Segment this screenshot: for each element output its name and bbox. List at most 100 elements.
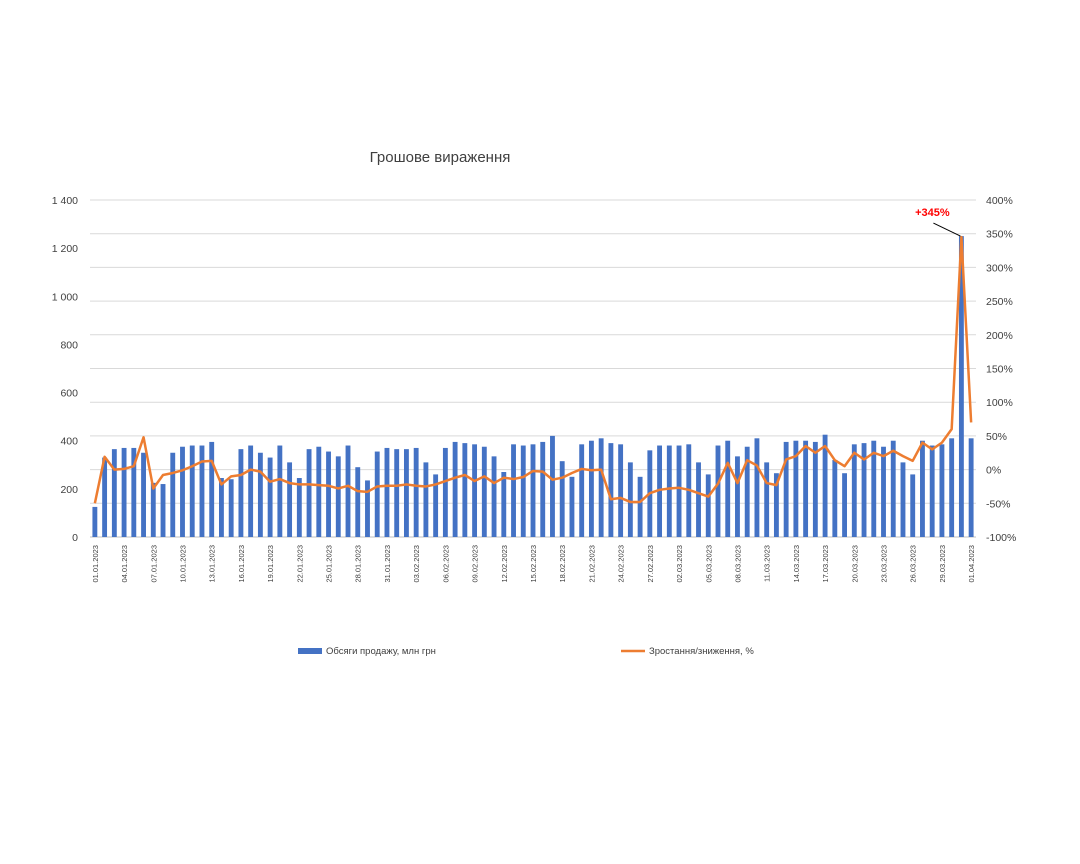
y2-tick-label: 400% <box>986 195 1013 207</box>
bar <box>326 451 331 537</box>
bar <box>170 452 176 537</box>
bar <box>608 443 614 537</box>
bar <box>355 467 361 537</box>
bar <box>793 440 799 537</box>
line-series <box>93 235 973 504</box>
x-tick-label: 23.03.2023 <box>880 545 889 583</box>
bar <box>316 446 322 537</box>
bar <box>472 444 478 537</box>
y2-tick-label: 100% <box>986 397 1013 409</box>
bar <box>121 447 127 537</box>
x-tick-label: 09.02.2023 <box>471 545 480 583</box>
x-tick-label: 24.02.2023 <box>617 545 626 583</box>
bar <box>890 440 896 537</box>
bar <box>598 438 604 537</box>
bar <box>442 447 448 537</box>
bar <box>481 446 487 537</box>
bar <box>131 447 137 537</box>
bar <box>520 445 526 537</box>
y-tick-label: 400 <box>60 436 78 448</box>
bar <box>773 473 779 537</box>
x-tick-label: 10.01.2023 <box>178 545 187 583</box>
x-axis-ticks: 01.01.2023 04.01.2023 07.01.2023 10.01.2023… <box>91 545 976 583</box>
bar <box>657 445 663 537</box>
bar <box>588 440 594 537</box>
x-tick-label: 12.02.2023 <box>500 545 509 583</box>
legend-label: Зростання/зниження, % <box>649 646 754 657</box>
bar <box>306 449 312 537</box>
y2-tick-label: 0% <box>986 465 1001 477</box>
bar <box>462 443 468 537</box>
bar <box>511 444 516 537</box>
x-tick-label: 19.01.2023 <box>266 545 275 583</box>
bar-series <box>92 236 974 537</box>
x-tick-label: 22.01.2023 <box>295 545 304 583</box>
bar <box>433 474 439 537</box>
bar <box>881 446 886 537</box>
bar <box>569 476 575 537</box>
bar <box>219 478 224 537</box>
bar <box>92 506 98 537</box>
bar <box>287 462 293 537</box>
growth-line <box>93 235 973 504</box>
x-tick-label: 28.01.2023 <box>354 545 363 583</box>
bar <box>413 447 419 537</box>
bar <box>530 444 536 537</box>
bar <box>559 461 565 537</box>
bar <box>579 444 585 537</box>
bar <box>627 462 633 537</box>
bar <box>248 445 254 537</box>
bar <box>199 445 205 537</box>
y-tick-label: 600 <box>60 388 78 400</box>
x-tick-label: 18.02.2023 <box>558 545 567 583</box>
bar <box>842 473 847 537</box>
bar <box>335 456 341 537</box>
bar <box>452 441 458 537</box>
y2-tick-label: 300% <box>986 262 1013 274</box>
y-tick-label: 1 400 <box>52 195 78 207</box>
bar <box>939 444 945 537</box>
bar <box>394 449 400 537</box>
bar <box>754 438 760 537</box>
x-tick-label: 03.02.2023 <box>412 545 421 583</box>
y-tick-label: 200 <box>60 484 78 496</box>
bar <box>365 480 370 537</box>
bar <box>851 444 857 537</box>
bar <box>696 462 701 537</box>
bar <box>345 445 351 537</box>
bar <box>705 474 711 537</box>
bar <box>423 462 429 537</box>
bar <box>267 457 273 537</box>
bar <box>141 452 146 537</box>
x-tick-label: 01.01.2023 <box>91 545 100 583</box>
x-tick-label: 05.03.2023 <box>704 545 713 583</box>
y-tick-label: 0 <box>72 532 78 544</box>
y2-tick-label: 50% <box>986 431 1007 443</box>
bar <box>803 440 809 537</box>
bar <box>676 445 682 537</box>
bar <box>257 452 263 537</box>
x-tick-label: 31.01.2023 <box>383 545 392 583</box>
legend-label: Обсяги продажу, млн грн <box>326 646 436 657</box>
x-tick-label: 26.03.2023 <box>909 545 918 583</box>
gridlines <box>90 199 976 538</box>
bar <box>715 445 721 537</box>
x-tick-label: 17.03.2023 <box>821 545 830 583</box>
x-tick-label: 13.01.2023 <box>208 545 217 583</box>
x-tick-label: 11.03.2023 <box>763 545 772 582</box>
x-tick-label: 25.01.2023 <box>325 545 334 583</box>
bar <box>968 438 974 537</box>
bar <box>637 476 643 537</box>
x-tick-label: 29.03.2023 <box>938 545 947 583</box>
y2-tick-label: 200% <box>986 330 1013 342</box>
left-axis-ticks: 0 200 400 600 800 1 000 1 200 1 400 <box>52 195 78 544</box>
bar <box>949 438 955 537</box>
bar <box>618 444 624 537</box>
bar <box>180 446 185 537</box>
bar <box>189 445 195 537</box>
y2-tick-label: 250% <box>986 296 1013 308</box>
bar <box>783 441 789 537</box>
bar <box>900 462 906 537</box>
